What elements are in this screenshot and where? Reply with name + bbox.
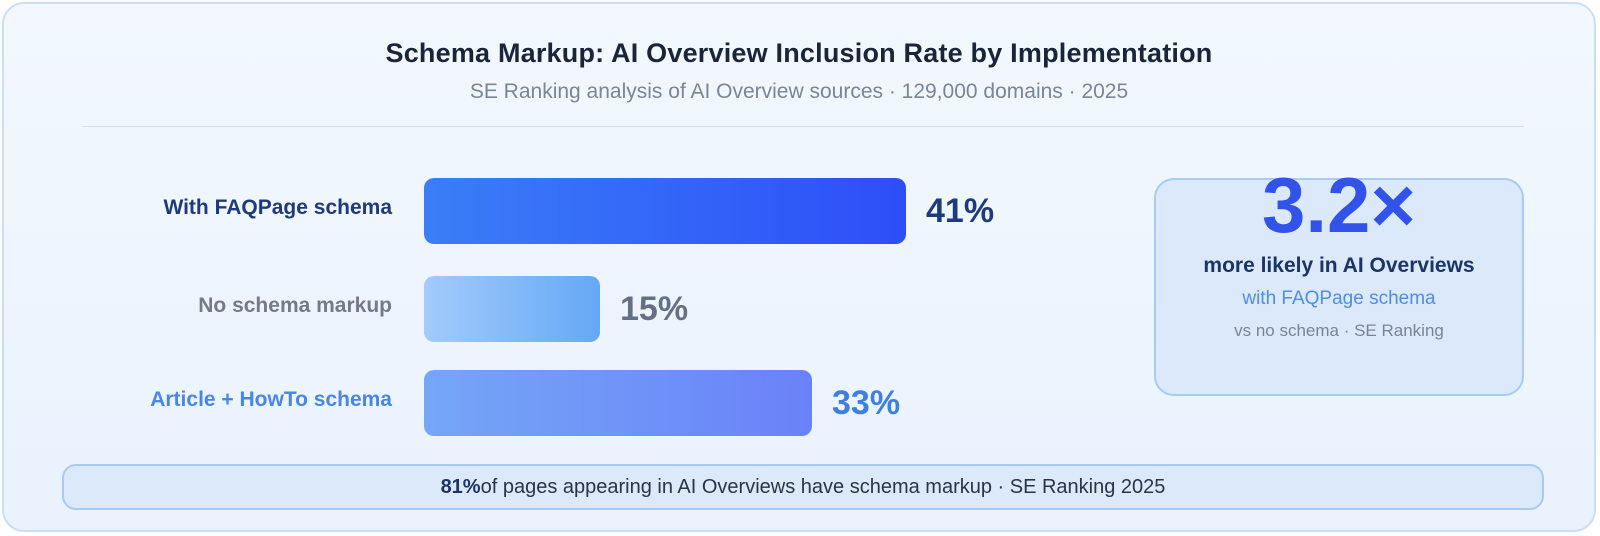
bar-category-label: Article + HowTo schema bbox=[150, 388, 392, 411]
bar bbox=[424, 178, 906, 244]
bar-value-label: 41% bbox=[926, 192, 995, 230]
footer-highlight: 81% bbox=[440, 476, 481, 498]
header-divider bbox=[82, 126, 1524, 127]
chart-subtitle: SE Ranking analysis of AI Overview sourc… bbox=[469, 80, 1129, 103]
callout-detail: with FAQPage schema bbox=[1242, 288, 1436, 309]
bar-category-label: No schema markup bbox=[198, 294, 392, 317]
bar-value-label: 15% bbox=[620, 290, 689, 328]
callout-source: vs no schema · SE Ranking bbox=[1234, 321, 1444, 340]
callout-value: 3.2× bbox=[1262, 161, 1416, 249]
footer-note: 81%of pages appearing in AI Overviews ha… bbox=[62, 464, 1544, 510]
bar-value-label: 33% bbox=[832, 384, 901, 422]
callout-box: 3.2× more likely in AI Overviews with FA… bbox=[1154, 166, 1524, 396]
bar bbox=[424, 276, 600, 342]
bar-category-label: With FAQPage schema bbox=[163, 196, 392, 219]
footer-text: of pages appearing in AI Overviews have … bbox=[480, 476, 1166, 498]
bar bbox=[424, 370, 812, 436]
callout-headline: more likely in AI Overviews bbox=[1203, 254, 1475, 277]
chart-title: Schema Markup: AI Overview Inclusion Rat… bbox=[385, 38, 1213, 68]
